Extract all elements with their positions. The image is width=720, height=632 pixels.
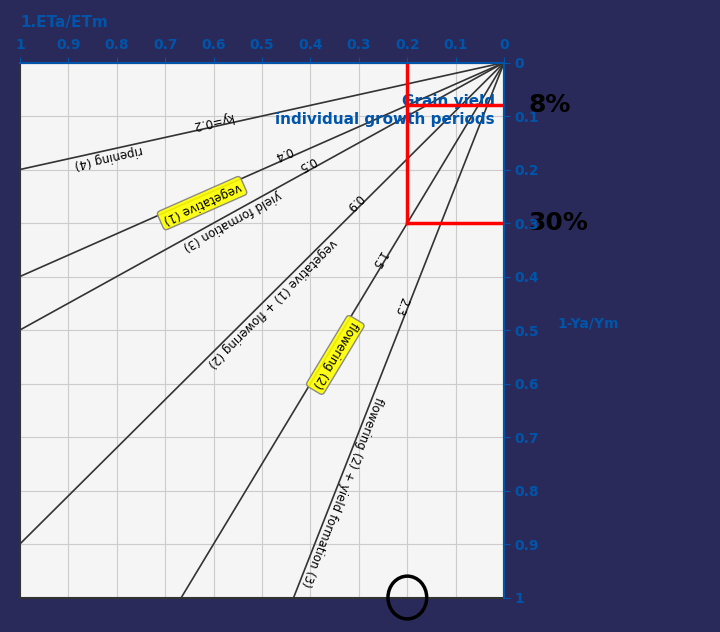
Text: flowering (2) + yield formation (3): flowering (2) + yield formation (3) xyxy=(299,395,385,588)
Text: Grain yield
individual growth periods: Grain yield individual growth periods xyxy=(275,94,495,127)
Text: 1.ETa/ETm: 1.ETa/ETm xyxy=(20,15,107,30)
Y-axis label: 1-Ya/Ym: 1-Ya/Ym xyxy=(557,316,618,330)
Text: 0.5: 0.5 xyxy=(296,154,318,174)
Text: yield formation (3): yield formation (3) xyxy=(180,188,283,253)
Text: 0.4: 0.4 xyxy=(272,143,294,162)
Text: 30%: 30% xyxy=(528,211,588,235)
Text: vegetative (1) + flowering (2): vegetative (1) + flowering (2) xyxy=(204,236,339,370)
Text: 2.3: 2.3 xyxy=(392,295,410,317)
Text: 1.5: 1.5 xyxy=(367,248,388,271)
Text: flowering (2): flowering (2) xyxy=(310,319,360,391)
Text: ky=0.2: ky=0.2 xyxy=(190,109,234,131)
Text: vegetative (1): vegetative (1) xyxy=(161,180,243,226)
Text: 0.9: 0.9 xyxy=(343,191,366,214)
Text: ripening (4): ripening (4) xyxy=(73,143,144,171)
Text: 8%: 8% xyxy=(528,94,571,118)
